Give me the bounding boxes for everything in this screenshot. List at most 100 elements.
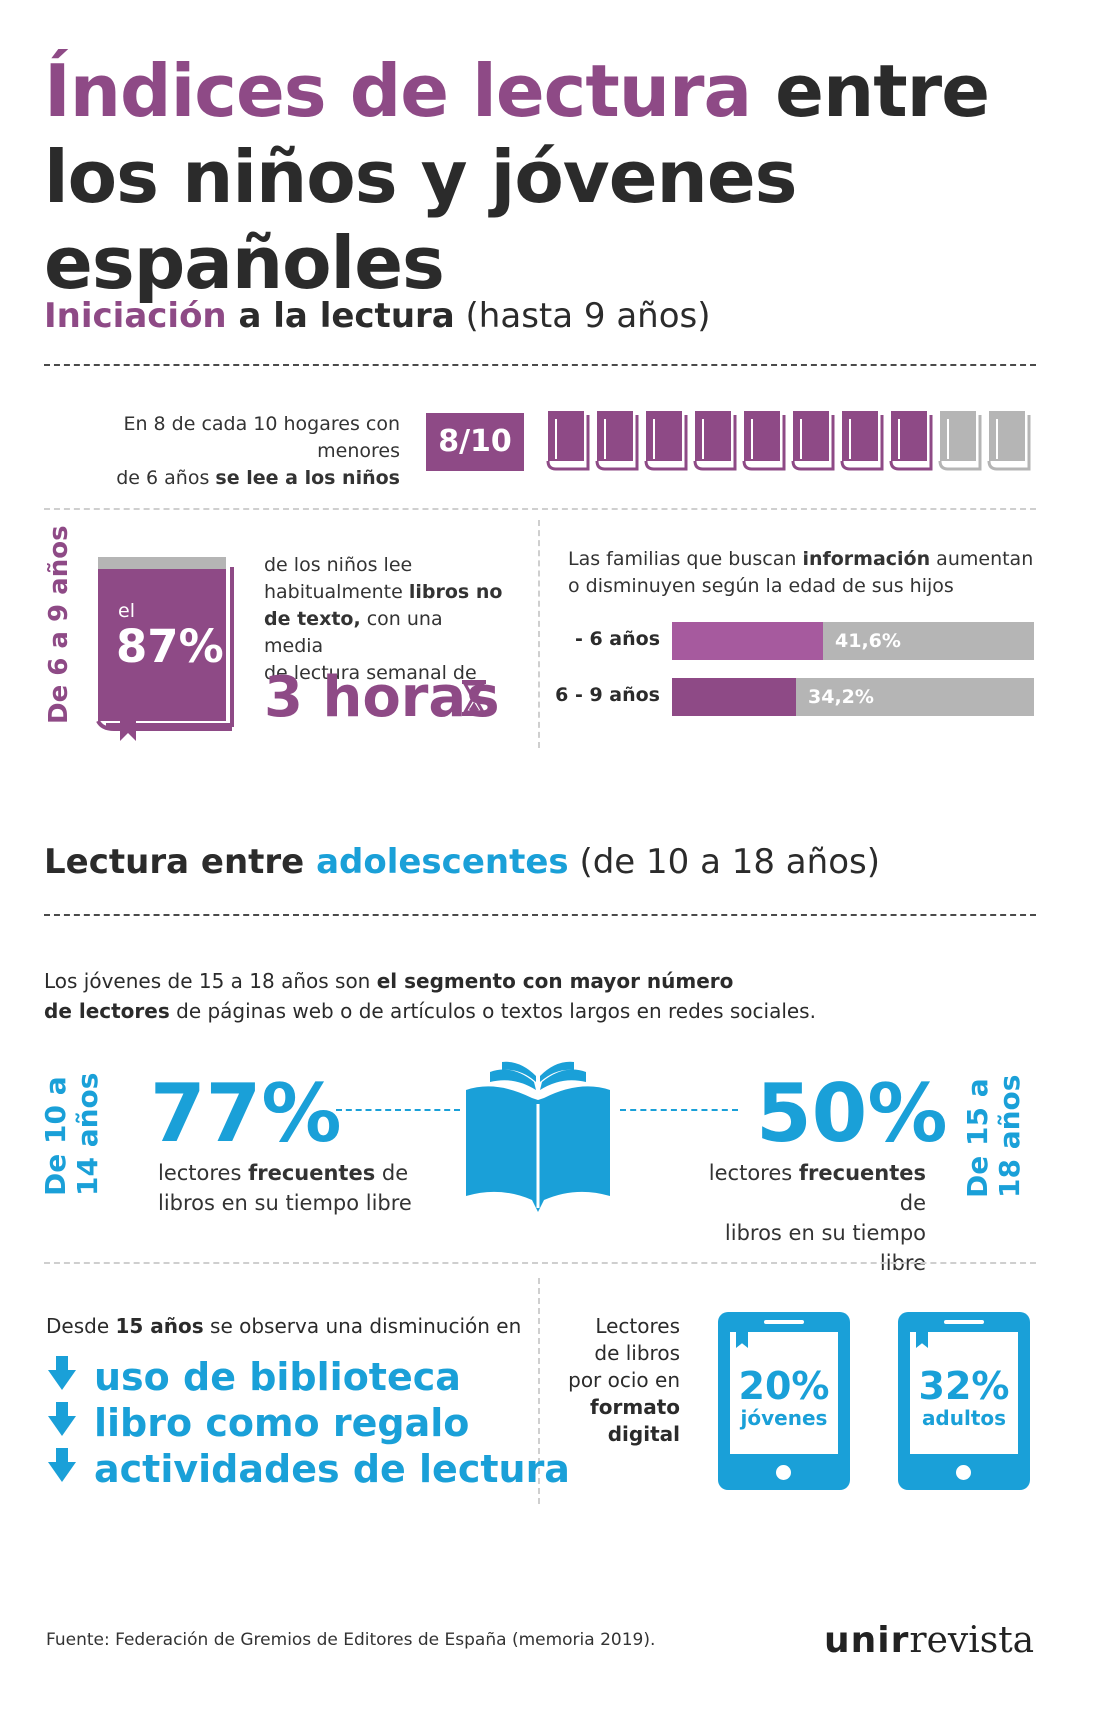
bar-category-label: - 6 años bbox=[574, 628, 660, 650]
tablet-adults-label: adultos bbox=[921, 1406, 1007, 1430]
teens-intro-line2-plain: de páginas web o de artículos o textos l… bbox=[169, 999, 816, 1023]
section-initiation-bold: a la lectura bbox=[226, 296, 455, 336]
pct-77-desc-d: libros en su tiempo libre bbox=[158, 1191, 412, 1215]
source-footnote: Fuente: Federación de Gremios de Editore… bbox=[46, 1630, 656, 1650]
section-teens-heading: Lectura entre adolescentes (de 10 a 18 a… bbox=[44, 842, 880, 882]
digital-line: digital bbox=[607, 1422, 680, 1446]
households-line2-plain: de 6 años bbox=[116, 467, 216, 489]
families-text: Las familias que buscan información aume… bbox=[568, 546, 1038, 600]
tablet-youth-label: jóvenes bbox=[740, 1406, 828, 1430]
book-icon bbox=[889, 411, 933, 471]
row-divider-2 bbox=[44, 1262, 1036, 1264]
logo-bold: unir bbox=[824, 1620, 910, 1661]
section-initiation-highlight: Iniciación bbox=[44, 296, 227, 336]
decrease-item-label: actividades de lectura bbox=[94, 1447, 570, 1491]
down-arrow-icon bbox=[48, 1401, 76, 1436]
age-15-18-line1: De 15 a bbox=[961, 1078, 994, 1198]
page-title: Índices de lectura entre los niños y jóv… bbox=[44, 48, 1100, 306]
digital-line: formato bbox=[590, 1395, 680, 1419]
pct87-value: 87% bbox=[116, 620, 224, 673]
hours-value: 3 horas bbox=[264, 665, 500, 730]
pct-50-desc-a: lectores bbox=[708, 1161, 799, 1185]
section-divider bbox=[44, 364, 1036, 366]
decrease-item-label: libro como regalo bbox=[94, 1401, 470, 1445]
section-teens-bold: Lectura entre bbox=[44, 842, 317, 882]
open-book-icon bbox=[466, 1061, 610, 1212]
section-initiation-rest: (hasta 9 años) bbox=[454, 296, 711, 336]
decrease-intro-rest: se observa una disminución en bbox=[203, 1314, 522, 1338]
age-10-14-label: De 10 a 14 años bbox=[39, 1072, 104, 1196]
book-icon bbox=[546, 411, 590, 471]
age-6-9-text-b-bold: libros no bbox=[408, 581, 503, 603]
connector-right bbox=[620, 1109, 738, 1111]
bookmark-icon bbox=[916, 1332, 928, 1348]
book-icon bbox=[791, 411, 835, 471]
teens-intro-line1-bold: el segmento con mayor número bbox=[376, 969, 734, 993]
book-icon bbox=[840, 411, 884, 471]
households-text: En 8 de cada 10 hogares con menores de 6… bbox=[44, 411, 400, 492]
down-arrow-icon bbox=[48, 1447, 76, 1482]
decrease-intro: Desde 15 años se observa una disminución… bbox=[46, 1314, 521, 1338]
age-15-18-label: De 15 a 18 años bbox=[961, 1074, 1026, 1198]
households-ratio-badge: 8/10 bbox=[426, 413, 524, 471]
age-10-14-line2: 14 años bbox=[71, 1072, 104, 1196]
row-divider bbox=[44, 508, 1036, 510]
book-87-icon bbox=[96, 557, 234, 741]
pct-50-desc-c: de bbox=[899, 1191, 926, 1215]
down-arrow-icon bbox=[48, 1355, 76, 1390]
tablet-youth-pct: 20% bbox=[738, 1364, 830, 1408]
book-icon bbox=[987, 411, 1031, 471]
tablet-adults-pct: 32% bbox=[918, 1364, 1010, 1408]
book-icon bbox=[938, 411, 982, 471]
title-line2: los niños y jóvenes españoles bbox=[44, 135, 798, 305]
age-6-9-text-c-bold: de texto, bbox=[264, 608, 361, 630]
bar-track: 41,6% bbox=[672, 622, 1034, 660]
teens-intro-line1-plain: Los jóvenes de 15 a 18 años son bbox=[44, 969, 377, 993]
pct87-prefix: el bbox=[118, 600, 135, 622]
section-divider-2 bbox=[44, 914, 1036, 916]
digital-line: de libros bbox=[594, 1341, 680, 1365]
bar-category-label: 6 - 9 años bbox=[555, 684, 660, 706]
digital-line: por ocio en bbox=[568, 1368, 680, 1392]
tablet-adults-icon: 32% adultos bbox=[898, 1312, 1030, 1490]
pct-77-desc-b: frecuentes bbox=[248, 1161, 376, 1185]
decrease-list: uso de biblioteca libro como regalo acti… bbox=[48, 1354, 570, 1492]
title-highlight: Índices de lectura bbox=[44, 49, 752, 133]
decrease-item: libro como regalo bbox=[48, 1400, 570, 1446]
section-teens-rest: (de 10 a 18 años) bbox=[568, 842, 880, 882]
pct-77-desc-c: de bbox=[375, 1161, 409, 1185]
column-divider bbox=[538, 520, 540, 748]
families-line2: o disminuyen según la edad de sus hijos bbox=[568, 575, 954, 597]
pct-77: 77% bbox=[150, 1067, 342, 1160]
age-6-9-label: De 6 a 9 años bbox=[44, 525, 74, 724]
age-6-9-text: de los niños lee habitualmente libros no… bbox=[264, 552, 504, 687]
bar-value-label: 34,2% bbox=[808, 686, 874, 708]
connector-left bbox=[336, 1109, 460, 1111]
age-15-18-line2: 18 años bbox=[993, 1074, 1026, 1198]
age-6-9-text-b-plain: habitualmente bbox=[264, 581, 409, 603]
families-line1-rest: aumentan bbox=[930, 548, 1034, 570]
book-icon bbox=[693, 411, 737, 471]
decrease-item-label: uso de biblioteca bbox=[94, 1355, 461, 1399]
pct-50-desc: lectores frecuentes de libros en su tiem… bbox=[678, 1158, 926, 1278]
book-icon bbox=[742, 411, 786, 471]
pct-77-desc: lectores frecuentes de libros en su tiem… bbox=[158, 1158, 412, 1218]
age-6-9-text-c-plain: con una media bbox=[264, 608, 443, 657]
households-line1: En 8 de cada 10 hogares con menores bbox=[123, 413, 400, 462]
title-rest: entre bbox=[751, 49, 990, 133]
pct-77-desc-a: lectores bbox=[158, 1161, 249, 1185]
decrease-intro-bold: 15 años bbox=[115, 1314, 204, 1338]
pct-50-desc-d: libros en su tiempo libre bbox=[724, 1221, 926, 1275]
section-initiation-heading: Iniciación a la lectura (hasta 9 años) bbox=[44, 296, 710, 336]
hourglass-icon bbox=[462, 680, 486, 716]
bar-value-label: 41,6% bbox=[835, 630, 901, 652]
column-divider-2 bbox=[538, 1278, 540, 1504]
teens-intro: Los jóvenes de 15 a 18 años son el segme… bbox=[44, 966, 1044, 1026]
age-6-9-text-a: de los niños lee bbox=[264, 554, 413, 576]
books-pictogram bbox=[546, 411, 1031, 471]
unir-revista-logo: unirrevista bbox=[824, 1620, 1034, 1661]
age-10-14-line1: De 10 a bbox=[39, 1076, 72, 1196]
bookmark-icon bbox=[736, 1332, 748, 1348]
decrease-intro-plain: Desde bbox=[46, 1314, 116, 1338]
decrease-item: actividades de lectura bbox=[48, 1446, 570, 1492]
